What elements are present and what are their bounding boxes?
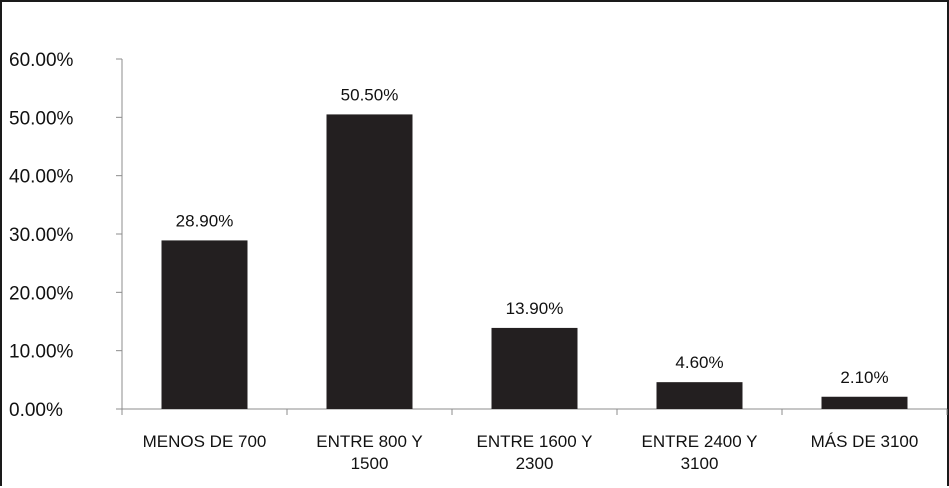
x-category-label-line: 2300 bbox=[516, 454, 554, 473]
bar bbox=[491, 327, 578, 409]
x-category-label: ENTRE 800 Y 1500 bbox=[316, 432, 422, 473]
bar bbox=[326, 114, 413, 410]
x-category-label-line: ENTRE 1600 Y bbox=[477, 432, 593, 451]
bar bbox=[821, 396, 908, 409]
labels: 0.00% 10.00% 20.00% 30.00% 40.00% 50.00% 60.00… bbox=[9, 50, 918, 473]
x-category-label-line: ENTRE 800 Y bbox=[316, 432, 422, 451]
x-category-label-line: ENTRE 2400 Y bbox=[642, 432, 758, 451]
y-tick-label: 20.00% bbox=[9, 283, 74, 304]
x-category-label-line: 1500 bbox=[351, 454, 389, 473]
bars bbox=[161, 114, 908, 410]
y-tick-label: 10.00% bbox=[9, 342, 74, 363]
y-tick-label: 30.00% bbox=[9, 225, 74, 246]
bar bbox=[656, 382, 743, 409]
x-category-label-line: MENOS DE 700 bbox=[143, 432, 267, 451]
x-category-label: ENTRE 2400 Y 3100 bbox=[642, 432, 758, 473]
data-label: 50.50% bbox=[341, 85, 399, 104]
y-tick-label: 50.00% bbox=[9, 108, 74, 129]
data-label: 13.90% bbox=[506, 299, 564, 318]
x-category-label: MÁS DE 3100 bbox=[811, 432, 919, 451]
data-label: 28.90% bbox=[176, 211, 234, 230]
data-label: 4.60% bbox=[675, 353, 723, 372]
y-tick-label: 0.00% bbox=[9, 400, 63, 421]
data-label: 2.10% bbox=[840, 368, 888, 387]
bar bbox=[161, 240, 248, 409]
x-category-label: ENTRE 1600 Y 2300 bbox=[477, 432, 593, 473]
x-category-label-line: 3100 bbox=[681, 454, 719, 473]
y-tick-label: 40.00% bbox=[9, 167, 74, 188]
x-category-label-line: MÁS DE 3100 bbox=[811, 432, 919, 451]
y-tick-label: 60.00% bbox=[9, 50, 74, 71]
x-category-label: MENOS DE 700 bbox=[143, 432, 267, 451]
